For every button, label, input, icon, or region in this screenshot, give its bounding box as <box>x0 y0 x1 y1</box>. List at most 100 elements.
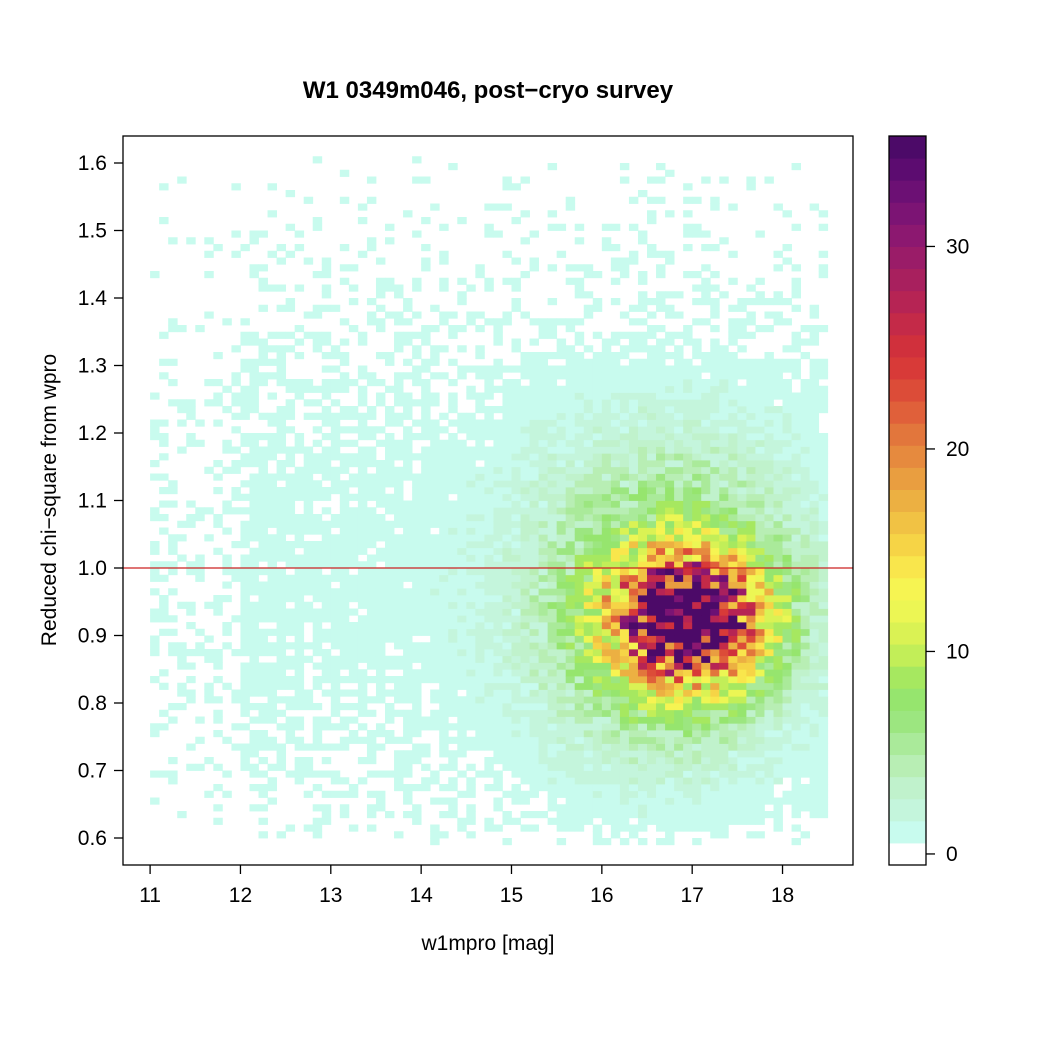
heatmap-cell <box>366 514 377 522</box>
heatmap-cell <box>511 655 521 663</box>
heatmap-cell <box>719 473 729 481</box>
heatmap-cell <box>412 230 422 238</box>
heatmap-cell <box>628 649 639 657</box>
heatmap-cell <box>610 257 621 265</box>
heatmap-cell <box>746 784 756 792</box>
heatmap-cell <box>773 412 783 420</box>
heatmap-cell <box>764 561 774 569</box>
heatmap-cell <box>493 203 503 211</box>
heatmap-cell <box>439 541 449 549</box>
heatmap-cell <box>511 561 521 569</box>
heatmap-cell <box>403 318 413 326</box>
heatmap-cell <box>556 649 567 657</box>
heatmap-cell <box>439 500 449 508</box>
heatmap-cell <box>683 561 693 569</box>
heatmap-cell <box>610 507 621 515</box>
heatmap-cell <box>737 682 747 690</box>
heatmap-cell <box>556 527 567 535</box>
heatmap-cell <box>357 419 368 427</box>
heatmap-cell <box>719 446 729 454</box>
heatmap-cell <box>809 311 820 319</box>
heatmap-cell <box>656 763 666 771</box>
heatmap-cell <box>258 264 268 272</box>
heatmap-cell <box>619 838 630 846</box>
heatmap-cell <box>484 453 494 461</box>
heatmap-cell <box>728 689 738 697</box>
heatmap-cell <box>240 244 250 252</box>
heatmap-cell <box>656 439 666 447</box>
heatmap-cell <box>502 392 512 400</box>
heatmap-cell <box>710 757 720 765</box>
heatmap-cell <box>547 352 558 360</box>
heatmap-cell <box>213 763 223 771</box>
heatmap-cell <box>394 709 404 717</box>
heatmap-cell <box>683 568 693 576</box>
heatmap-cell <box>294 385 305 393</box>
heatmap-cell <box>746 399 756 407</box>
heatmap-cell <box>231 615 241 623</box>
heatmap-cell <box>592 379 603 387</box>
heatmap-cell <box>421 662 431 670</box>
heatmap-cell <box>466 615 476 623</box>
heatmap-cell <box>294 669 305 677</box>
heatmap-cell <box>394 581 404 589</box>
heatmap-cell <box>466 723 476 731</box>
heatmap-cell <box>719 649 729 657</box>
heatmap-cell <box>628 338 639 346</box>
heatmap-cell <box>601 716 612 724</box>
heatmap-cell <box>610 804 621 812</box>
heatmap-cell <box>791 635 801 643</box>
heatmap-cell <box>791 493 801 501</box>
heatmap-cell <box>601 615 612 623</box>
heatmap-cell <box>818 480 829 488</box>
heatmap-cell <box>565 439 576 447</box>
heatmap-cell <box>520 561 530 569</box>
heatmap-cell <box>430 304 440 312</box>
heatmap-cell <box>466 419 476 427</box>
heatmap-cell <box>737 784 747 792</box>
heatmap-cell <box>285 622 296 630</box>
heatmap-cell <box>294 608 305 616</box>
heatmap-cell <box>493 446 503 454</box>
heatmap-cell <box>312 608 323 616</box>
heatmap-cell <box>619 804 630 812</box>
heatmap-cell <box>809 547 820 555</box>
heatmap-cell <box>719 237 729 245</box>
colorbar-swatch <box>889 533 926 557</box>
heatmap-cell <box>303 507 314 515</box>
heatmap-cell <box>267 669 277 677</box>
heatmap-cell <box>430 554 440 562</box>
heatmap-cell <box>294 763 305 771</box>
heatmap-cell <box>755 642 765 650</box>
y-tick-label: 1.3 <box>78 355 107 378</box>
heatmap-cell <box>348 379 359 387</box>
heatmap-cell <box>656 790 666 798</box>
heatmap-cell <box>665 682 675 690</box>
heatmap-cell <box>294 716 305 724</box>
heatmap-cell <box>538 379 549 387</box>
heatmap-cell <box>403 338 413 346</box>
heatmap-cell <box>520 642 530 650</box>
heatmap-cell <box>665 527 675 535</box>
heatmap-cell <box>565 696 576 704</box>
heatmap-cell <box>493 358 503 366</box>
heatmap-cell <box>547 493 558 501</box>
heatmap-cell <box>610 419 621 427</box>
heatmap-cell <box>647 365 657 373</box>
heatmap-cell <box>375 257 386 265</box>
heatmap-cell <box>457 547 467 555</box>
heatmap-cell <box>565 385 576 393</box>
heatmap-cell <box>375 527 386 535</box>
heatmap-cell <box>484 433 494 441</box>
heatmap-cell <box>791 534 801 542</box>
heatmap-cell <box>366 709 377 717</box>
heatmap-cell <box>610 358 621 366</box>
heatmap-cell <box>565 581 576 589</box>
heatmap-cell <box>701 743 711 751</box>
heatmap-cell <box>457 500 467 508</box>
heatmap-cell <box>258 527 268 535</box>
heatmap-cell <box>493 770 503 778</box>
heatmap-cell <box>294 635 305 643</box>
heatmap-cell <box>800 527 811 535</box>
heatmap-cell <box>231 649 241 657</box>
